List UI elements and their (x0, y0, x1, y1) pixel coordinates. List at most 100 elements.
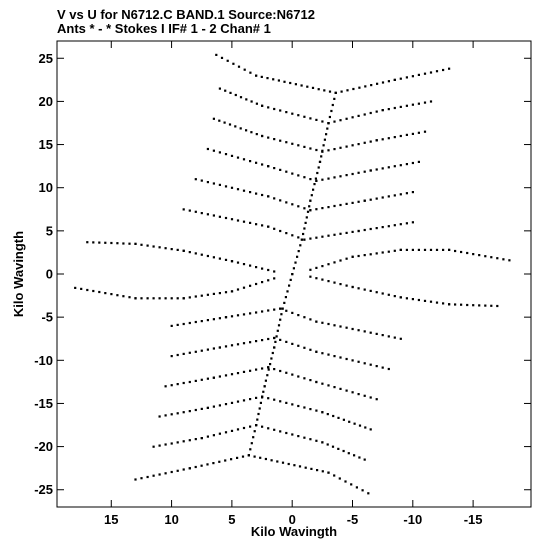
uv-point (242, 189, 246, 192)
uv-point (249, 191, 252, 194)
uv-point (327, 353, 330, 356)
uv-point (261, 310, 264, 313)
uv-point (327, 384, 330, 387)
uv-point (297, 375, 300, 378)
uv-point (289, 81, 292, 85)
uv-point (258, 407, 261, 410)
uv-point (176, 441, 179, 444)
uv-track-chevron-bot-3 (158, 395, 372, 431)
uv-point (351, 201, 354, 204)
uv-point (310, 467, 313, 470)
uv-point (242, 263, 246, 266)
uv-point (277, 324, 281, 327)
uv-point (387, 335, 390, 338)
uv-point (200, 212, 203, 215)
uv-point (309, 408, 312, 411)
uv-point (303, 227, 306, 230)
uv-point (333, 204, 336, 208)
uv-point (252, 436, 255, 439)
uv-point (310, 194, 313, 197)
uv-point (299, 244, 302, 247)
y-tick-label: -15 (34, 396, 53, 411)
uv-point (405, 222, 408, 225)
uv-point (212, 376, 215, 379)
uv-point (218, 119, 221, 122)
uv-point (448, 67, 451, 70)
uv-point (194, 252, 197, 255)
x-tick-label: 0 (289, 512, 296, 527)
uv-point (405, 163, 408, 166)
uv-point (490, 304, 493, 307)
uv-point (399, 296, 402, 299)
uv-point (303, 406, 306, 409)
uv-point (381, 167, 384, 170)
uv-point (215, 53, 218, 56)
uv-point (242, 286, 246, 289)
uv-point (212, 256, 215, 259)
uv-point (206, 406, 209, 409)
uv-point (304, 466, 307, 469)
uv-point (269, 363, 272, 366)
uv-point (281, 461, 285, 464)
uv-point (224, 216, 228, 220)
uv-point (116, 242, 119, 245)
uv-point (194, 320, 197, 324)
uv-point (308, 205, 311, 208)
uv-point (256, 418, 259, 421)
uv-point (206, 348, 209, 351)
uv-point (303, 207, 306, 210)
uv-point (337, 447, 340, 450)
uv-point (454, 249, 457, 253)
uv-point (255, 368, 258, 371)
uv-point (442, 68, 445, 72)
uv-point (228, 123, 232, 126)
uv-point (285, 141, 288, 144)
uv-point (309, 348, 312, 351)
uv-point (230, 373, 234, 376)
uv-point (273, 227, 276, 230)
uv-point (472, 253, 475, 256)
uv-point (212, 318, 215, 321)
uv-point (334, 91, 337, 94)
uv-point (327, 322, 330, 326)
uv-track-chevron-bot-6 (170, 307, 402, 340)
uv-point (255, 102, 258, 105)
uv-point (220, 56, 224, 59)
uv-point (250, 131, 253, 134)
uv-point (381, 196, 384, 199)
uv-point (297, 236, 300, 239)
uv-point (332, 414, 335, 418)
uv-point (350, 483, 353, 486)
uv-point (302, 232, 305, 236)
y-tick-label: -25 (34, 482, 53, 497)
uv-point (158, 415, 161, 418)
uv-point (321, 321, 324, 324)
uv-point (502, 258, 505, 261)
uv-point (317, 166, 320, 169)
uv-point (303, 176, 306, 179)
uv-point (232, 62, 235, 65)
uv-point (146, 297, 149, 300)
uv-point (236, 456, 239, 459)
uv-point (429, 71, 433, 74)
uv-point (230, 429, 234, 432)
uv-point (351, 144, 354, 147)
uv-point (182, 440, 185, 443)
uv-point (399, 164, 402, 167)
uv-track-arm-left-low (74, 277, 276, 300)
uv-point (266, 374, 269, 377)
uv-point (170, 248, 173, 251)
uv-point (255, 424, 258, 427)
uv-point (212, 462, 215, 465)
uv-point (259, 456, 262, 459)
uv-point (279, 318, 282, 321)
uv-point (134, 242, 137, 245)
uv-point (291, 403, 294, 406)
uv-point (140, 243, 143, 246)
uv-point (316, 171, 319, 175)
uv-point (309, 438, 312, 441)
uv-point (357, 200, 360, 203)
uv-point (242, 158, 246, 161)
uv-point (357, 229, 360, 233)
uv-point (164, 414, 167, 417)
